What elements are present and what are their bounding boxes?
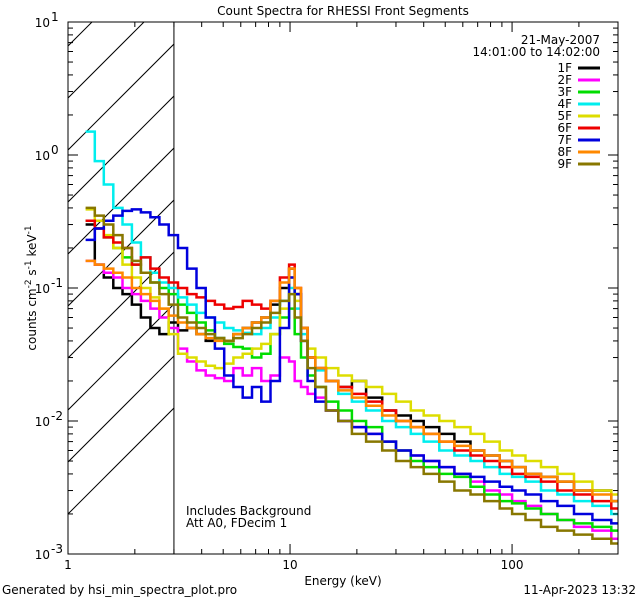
y-axis-label-exp: -1 <box>24 260 34 269</box>
footer-generated-by: Generated by hsi_min_spectra_plot.pro <box>2 583 237 597</box>
y-tick-label-exp: 0 <box>51 143 59 157</box>
series-line-1f <box>85 223 618 503</box>
y-tick-label: 10 <box>35 282 50 296</box>
y-tick-label-exp: 1 <box>51 10 59 24</box>
y-tick-label-exp: -3 <box>51 542 63 556</box>
series-line-7f <box>85 208 618 525</box>
series-line-5f <box>85 208 618 496</box>
hatch-line <box>68 355 174 463</box>
y-tick-label: 10 <box>35 16 50 30</box>
hatch-line <box>68 199 174 307</box>
y-tick-label: 10 <box>35 149 50 163</box>
hatch-line <box>68 303 174 411</box>
hatch-line <box>68 43 174 151</box>
axis-ticks <box>67 22 619 555</box>
hatch-line <box>68 407 174 515</box>
annotation-attenuator: Att A0, FDecim 1 <box>186 516 287 530</box>
legend-label-2f: 2F <box>557 73 572 87</box>
y-tick-label: 10 <box>35 415 50 429</box>
y-tick-label-exp: -2 <box>51 409 63 423</box>
chart-title: Count Spectra for RHESSI Front Segments <box>217 4 469 18</box>
y-tick-label: 10 <box>35 548 50 562</box>
legend-label-1f: 1F <box>557 61 572 75</box>
hatch-line <box>68 95 174 203</box>
x-tick-label: 10 <box>282 558 297 572</box>
legend-label-6f: 6F <box>557 121 572 135</box>
series-line-8f <box>85 259 618 503</box>
hatch-line <box>58 0 184 4</box>
x-axis-label: Energy (keV) <box>304 574 381 588</box>
hatched-region <box>58 0 184 515</box>
series-line-4f <box>85 130 618 516</box>
series-line-2f <box>85 259 618 541</box>
y-axis-label-part: s <box>25 269 39 279</box>
y-axis-label-part: keV <box>25 234 39 261</box>
series-group <box>85 130 618 545</box>
hatch-line <box>68 22 93 47</box>
legend-label-3f: 3F <box>557 85 572 99</box>
legend-label-8f: 8F <box>557 145 572 159</box>
y-axis-label-exp: -1 <box>24 225 34 234</box>
legend-time-range: 14:01:00 to 14:02:00 <box>473 45 600 59</box>
footer-timestamp: 11-Apr-2023 13:32 <box>523 583 636 597</box>
legend-label-7f: 7F <box>557 133 572 147</box>
y-axis-label: counts cm-2 s-1 keV-1 <box>24 225 39 350</box>
legend-label-4f: 4F <box>557 97 572 111</box>
legend-label-5f: 5F <box>557 109 572 123</box>
legend-date: 21-May-2007 <box>521 33 600 47</box>
legend-label-9f: 9F <box>557 157 572 171</box>
hatch-line <box>68 251 174 359</box>
y-axis-label-exp: -2 <box>24 279 34 288</box>
hatch-line <box>68 22 145 99</box>
y-tick-label-exp: -1 <box>51 276 63 290</box>
y-axis-label-part: counts cm <box>25 288 39 350</box>
series-line-9f <box>85 206 618 545</box>
annotation-background: Includes Background <box>186 504 311 518</box>
x-tick-label: 1 <box>64 558 72 572</box>
hatch-line <box>68 147 174 255</box>
x-tick-label: 100 <box>501 558 524 572</box>
x-tick-labels: 1 10 100 <box>64 558 523 572</box>
